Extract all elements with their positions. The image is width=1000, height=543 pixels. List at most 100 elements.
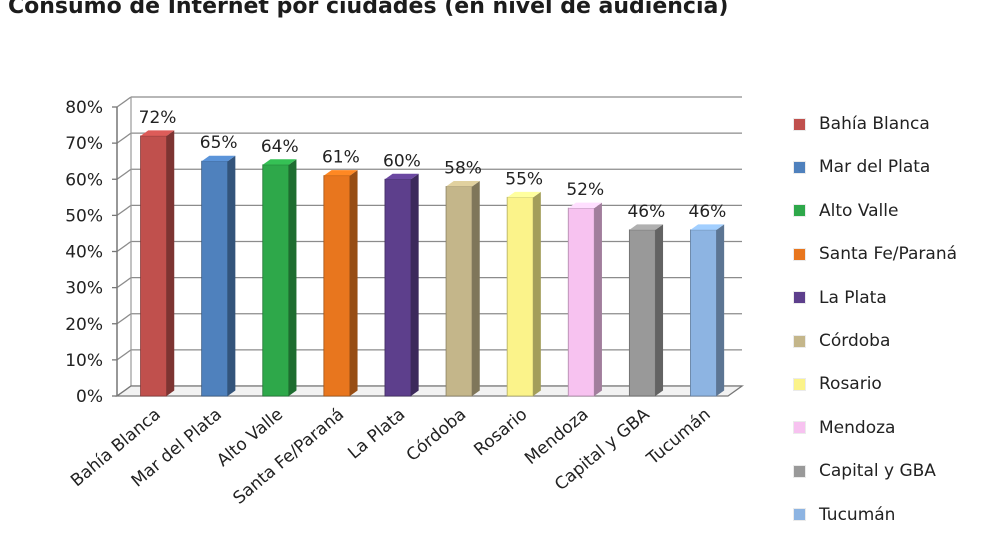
bar-front [690, 229, 717, 397]
legend-swatch [794, 378, 805, 390]
legend-swatch [794, 161, 805, 173]
bar-front [567, 207, 595, 397]
y-tick-label: 50% [65, 206, 103, 226]
legend-item: Rosario [794, 372, 882, 396]
y-tick-label: 20% [65, 315, 103, 335]
bar-top [140, 130, 175, 136]
legend-label: Capital y GBA [819, 461, 936, 482]
bar-top [690, 224, 725, 230]
legend-swatch [794, 248, 805, 260]
bar-side [655, 224, 664, 396]
bar-top [384, 173, 419, 180]
legend-item: Mar del Plata [794, 155, 930, 179]
x-tick-label: Tucumán [642, 405, 714, 470]
bar-front [201, 160, 229, 397]
legend-label: Córdoba [819, 331, 891, 351]
y-tick-label: 40% [65, 243, 103, 263]
bar-top [262, 159, 297, 165]
bar [506, 191, 541, 397]
y-tick-label: 0% [76, 387, 103, 407]
legend-swatch [794, 465, 805, 477]
bar [628, 224, 664, 397]
value-label: 55% [505, 169, 543, 189]
value-label: 61% [322, 148, 360, 168]
legend-label: La Plata [819, 287, 887, 308]
x-tick-label: La Plata [344, 405, 409, 464]
gridline-depth [116, 240, 132, 253]
bar-top [201, 155, 236, 162]
legend-item: Capital y GBA [794, 459, 936, 483]
gridline-depth [116, 277, 132, 289]
value-label: 46% [627, 202, 665, 222]
legend-item: Mendoza [794, 416, 895, 440]
y-tick-label: 80% [65, 98, 103, 118]
legend-label: Tucumán [819, 504, 896, 525]
bar-side [533, 191, 541, 396]
legend-label: Mendoza [819, 417, 896, 438]
bar-top [629, 224, 664, 230]
bar-top [507, 191, 541, 198]
bar-top [446, 180, 480, 187]
bar-top [568, 202, 602, 209]
legend-label: Santa Fe/Paraná [819, 244, 958, 265]
bar-side [349, 170, 358, 396]
gridline-depth [116, 349, 132, 361]
bar-front [506, 196, 534, 397]
bar-front [445, 186, 473, 397]
legend-item: Tucumán [794, 503, 895, 527]
bar-side [472, 180, 480, 396]
y-axis-ticks: 0% 10% 20% 30% 40% 50% 60% 70% 80% [65, 98, 103, 407]
bar [445, 180, 480, 397]
gridline-depth [116, 96, 132, 108]
legend-swatch [794, 422, 805, 434]
gridline-depth [116, 132, 132, 144]
y-tick-label: 60% [65, 170, 103, 190]
legend-label: Alto Valle [819, 200, 899, 221]
legend-swatch [794, 335, 805, 347]
bar-top [323, 170, 358, 176]
value-label: 64% [261, 137, 299, 157]
bar-side [716, 224, 725, 396]
bar-front [262, 164, 290, 397]
legend-item: Bahía Blanca [794, 112, 930, 136]
value-label: 60% [383, 151, 421, 171]
value-label: 72% [139, 108, 177, 128]
value-labels: 72% 65% 64% 61% 60% 58% 55% 52% 46% 46% [139, 108, 727, 222]
bar-side [227, 155, 236, 396]
bar-side [410, 173, 419, 396]
y-tick-label: 30% [65, 279, 103, 299]
bar-front [628, 229, 656, 397]
legend-swatch [794, 205, 805, 217]
legend-label: Bahía Blanca [819, 114, 930, 134]
x-tick-label: Santa Fe/Paraná [229, 405, 348, 509]
bar-side [594, 202, 602, 396]
legend-label: Mar del Plata [819, 157, 931, 178]
x-tick-label: Córdoba [403, 405, 471, 466]
gridline-depth [116, 313, 132, 325]
bar-side [166, 130, 175, 396]
legend-swatch [794, 509, 805, 521]
bar-front [323, 175, 351, 397]
bar [567, 202, 602, 397]
gridline-depth [116, 204, 132, 216]
bar [140, 130, 175, 397]
legend-label: Rosario [819, 374, 882, 395]
bar [201, 155, 236, 397]
legend-item: La Plata [794, 286, 887, 310]
bar-front [140, 135, 167, 397]
gridline-depth [116, 168, 132, 180]
value-label: 52% [566, 180, 604, 200]
y-tick-label: 70% [65, 134, 103, 154]
bar-side [288, 159, 297, 396]
bar [323, 170, 358, 397]
bar [262, 159, 297, 397]
legend-item: Alto Valle [794, 199, 898, 223]
legend-swatch [794, 118, 805, 130]
legend-swatch [794, 292, 805, 304]
bar-front [384, 178, 412, 397]
chart-title: Consumo de Internet por ciudades (en niv… [8, 0, 729, 19]
y-tick-label: 10% [65, 351, 103, 371]
value-label: 58% [444, 158, 482, 178]
